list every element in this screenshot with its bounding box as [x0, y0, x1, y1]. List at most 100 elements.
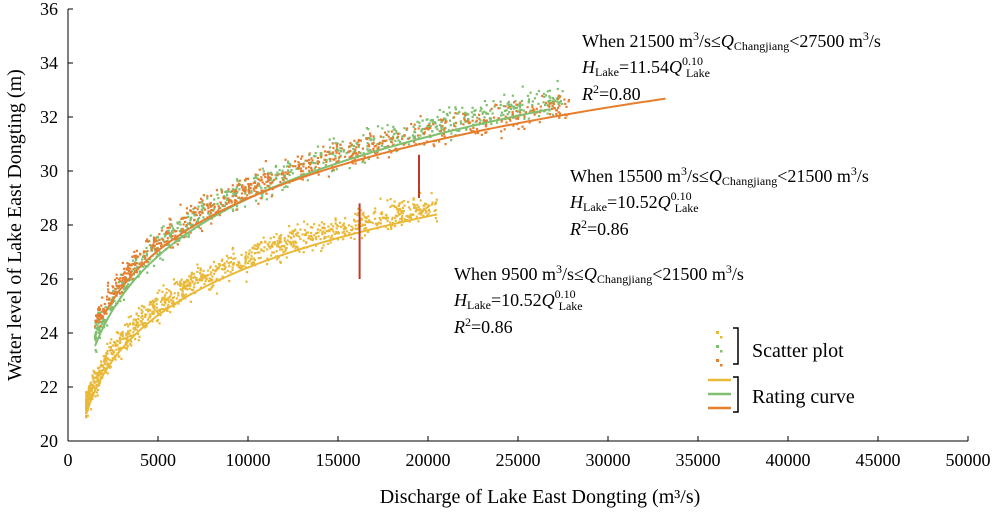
scatter-point [186, 283, 189, 286]
scatter-point [521, 103, 524, 107]
scatter-point [392, 125, 395, 128]
scatter-point [295, 167, 298, 170]
scatter-point [398, 212, 401, 215]
scatter-point [158, 233, 161, 236]
scatter-point [210, 205, 213, 208]
scatter-point [418, 212, 421, 215]
scatter-point [155, 303, 158, 306]
scatter-point [329, 236, 332, 239]
scatter-point [452, 116, 456, 119]
scatter-point [271, 181, 274, 184]
scatter-point [208, 288, 211, 291]
scatter-point [494, 103, 497, 106]
scatter-point [558, 104, 561, 107]
scatter-point [198, 211, 201, 214]
scatter-point [547, 105, 551, 108]
scatter-point [114, 290, 117, 293]
scatter-point [119, 300, 122, 303]
scatter-point [164, 235, 167, 238]
scatter-point [254, 173, 257, 176]
scatter-point [121, 335, 124, 338]
scatter-point [87, 387, 91, 390]
scatter-point [160, 243, 163, 246]
scatter-point [367, 128, 370, 131]
scatter-point [212, 260, 216, 264]
scatter-point [453, 124, 456, 127]
scatter-point [521, 125, 524, 128]
scatter-point [320, 152, 323, 155]
scatter-point [105, 312, 108, 315]
scatter-point [498, 107, 501, 110]
scatter-point [362, 214, 365, 217]
scatter-point [177, 222, 180, 225]
scatter-point [260, 176, 263, 179]
scatter-point [277, 245, 280, 248]
scatter-point [144, 256, 147, 259]
scatter-point [171, 227, 174, 230]
scatter-point [292, 165, 295, 168]
scatter-point [115, 348, 118, 351]
scatter-point [407, 143, 411, 146]
scatter-point [227, 199, 231, 202]
scatter-point [257, 245, 260, 248]
scatter-point [142, 322, 145, 325]
scatter-point [483, 100, 487, 103]
scatter-point [174, 230, 177, 233]
annotation-line: When 21500 m3/s≤QChangjiang<27500 m3/s [582, 29, 881, 53]
scatter-point [280, 234, 283, 237]
scatter-point [343, 232, 347, 236]
scatter-point [442, 110, 445, 114]
scatter-point [313, 167, 316, 170]
scatter-point [260, 241, 263, 244]
scatter-point [120, 357, 123, 360]
scatter-point [519, 101, 522, 104]
scatter-point [426, 118, 429, 121]
scatter-point [152, 312, 155, 315]
scatter-point [429, 125, 432, 128]
scatter-point [375, 152, 378, 155]
scatter-point [102, 320, 105, 323]
scatter-point [373, 137, 376, 140]
scatter-point [564, 116, 567, 119]
scatter-point [152, 245, 155, 248]
scatter-point [512, 105, 515, 108]
scatter-point [479, 109, 482, 112]
scatter-point [417, 209, 420, 212]
scatter-point [232, 262, 235, 265]
scatter-point [101, 317, 104, 320]
scatter-point [362, 134, 365, 137]
scatter-point [308, 237, 311, 240]
scatter-point [462, 112, 465, 115]
scatter-point [551, 96, 554, 100]
scatter-point [511, 110, 514, 114]
scatter-point [418, 208, 422, 211]
scatter-point [306, 179, 309, 182]
scatter-point [154, 309, 157, 312]
scatter-point [338, 152, 341, 155]
scatter-point [412, 203, 415, 206]
scatter-point [205, 277, 208, 280]
scatter-point [88, 392, 91, 395]
scatter-point [131, 259, 135, 262]
scatter-point [508, 106, 511, 109]
scatter-point [318, 224, 321, 227]
scatter-point [223, 197, 226, 200]
scatter-point [302, 251, 305, 254]
scatter-point [454, 106, 457, 109]
scatter-point [145, 250, 148, 253]
scatter-point [533, 97, 536, 100]
scatter-point [523, 127, 526, 130]
scatter-point [278, 240, 281, 243]
scatter-point [161, 303, 164, 306]
scatter-point [124, 324, 127, 327]
scatter-point [314, 152, 317, 155]
scatter-point [169, 246, 172, 249]
scatter-point [185, 235, 188, 238]
scatter-point [181, 286, 184, 290]
scatter-point [152, 238, 155, 241]
scatter-point [107, 288, 110, 291]
scatter-point [301, 155, 304, 158]
scatter-point [92, 386, 95, 389]
scatter-point [254, 181, 257, 184]
scatter-point [100, 304, 103, 307]
